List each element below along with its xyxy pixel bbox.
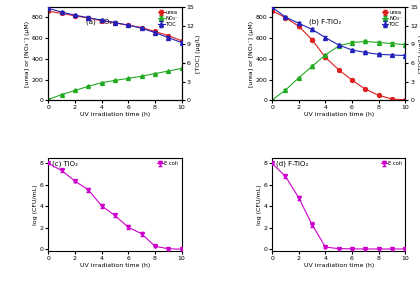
Y-axis label: [urea] or [NO₃⁻] (μM): [urea] or [NO₃⁻] (μM) — [249, 21, 254, 87]
Text: (d) F-TiO₂: (d) F-TiO₂ — [276, 161, 308, 167]
Text: (c) TiO₂: (c) TiO₂ — [52, 161, 78, 167]
X-axis label: UV irradiation time (h): UV irradiation time (h) — [80, 263, 150, 268]
Legend: E coli: E coli — [157, 161, 179, 167]
Legend: E coli: E coli — [381, 161, 403, 167]
Y-axis label: log (CFU/mL): log (CFU/mL) — [33, 184, 38, 225]
Text: (b) F-TiO₂: (b) F-TiO₂ — [310, 18, 341, 25]
X-axis label: UV irradiation time (h): UV irradiation time (h) — [304, 112, 374, 116]
Text: (a) TiO₂: (a) TiO₂ — [86, 18, 112, 25]
X-axis label: UV irradiation time (h): UV irradiation time (h) — [80, 112, 150, 116]
Legend: urea, NO₃⁻, TOC: urea, NO₃⁻, TOC — [158, 10, 179, 27]
Y-axis label: [urea] or [NO₃⁻] (μM): [urea] or [NO₃⁻] (μM) — [25, 21, 30, 87]
Y-axis label: log (CFU/mL): log (CFU/mL) — [257, 184, 262, 225]
X-axis label: UV irradiation time (h): UV irradiation time (h) — [304, 263, 374, 268]
Y-axis label: [TOC] (μg/L): [TOC] (μg/L) — [196, 34, 201, 73]
Legend: urea, NO₃⁻, TOC: urea, NO₃⁻, TOC — [381, 10, 403, 27]
